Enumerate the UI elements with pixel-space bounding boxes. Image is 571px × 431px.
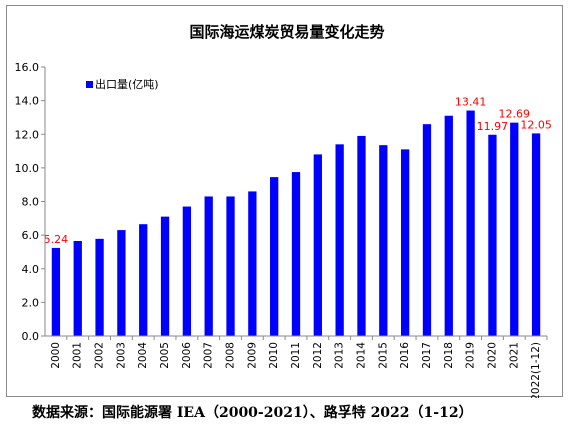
bar (488, 134, 497, 336)
x-tick-label: 2000 (50, 342, 62, 369)
x-tick-label: 2001 (72, 342, 84, 369)
y-tick-label: 10.0 (15, 162, 40, 175)
y-tick-label: 16.0 (15, 61, 40, 74)
legend-label: 出口量(亿吨) (95, 77, 159, 91)
bar (400, 149, 410, 336)
y-tick-label: 0.0 (22, 330, 40, 343)
bar (531, 133, 541, 336)
x-tick-label: 2008 (225, 342, 237, 369)
x-tick-label: 2013 (334, 342, 346, 369)
x-tick-label: 2002 (94, 342, 106, 369)
bar (510, 122, 519, 336)
x-tick-label: 2019 (465, 342, 477, 369)
data-label: 11.97 (477, 120, 509, 133)
x-tick-label: 2003 (115, 342, 127, 369)
chart-frame: 国际海运煤炭贸易量变化走势 出口量(亿吨) 0.0 2.0 4.0 6.0 8.0 10.… (6, 5, 563, 398)
x-axis-ticks: 2000 2001 2002 2003 2004 2005 2006 2007 2008 2009… (50, 336, 548, 398)
bar (335, 144, 344, 336)
data-label: 13.41 (455, 96, 487, 109)
x-tick-label: 2009 (246, 342, 258, 369)
bar (270, 177, 279, 336)
data-label: 12.69 (499, 108, 531, 121)
bar (248, 191, 257, 336)
bar (182, 206, 192, 336)
x-tick-label: 2020 (486, 342, 498, 369)
x-tick-label: 2004 (137, 342, 149, 369)
bar (357, 135, 366, 336)
legend: 出口量(亿吨) (86, 77, 159, 91)
y-tick-label: 12.0 (15, 128, 40, 141)
y-tick-label: 8.0 (22, 196, 40, 209)
bar (117, 230, 126, 336)
x-tick-label: 2022(1-12) (530, 342, 542, 398)
bar (466, 110, 475, 336)
x-tick-label: 2017 (421, 342, 433, 369)
x-tick-label: 2014 (355, 342, 367, 369)
x-tick-label: 2015 (377, 342, 389, 369)
y-tick-label: 2.0 (22, 296, 40, 309)
x-tick-label: 2016 (399, 342, 411, 369)
bar (204, 196, 213, 336)
x-tick-label: 2021 (508, 342, 520, 369)
bar (95, 238, 104, 336)
bar (139, 224, 148, 336)
x-tick-label: 2006 (181, 342, 193, 369)
x-tick-label: 2007 (203, 342, 215, 369)
y-axis-ticks: 0.0 2.0 4.0 6.0 8.0 10.0 12.0 14.0 16.0 (15, 61, 45, 343)
bar (291, 172, 301, 336)
x-tick-label: 2010 (268, 342, 280, 369)
y-tick-label: 14.0 (15, 95, 40, 108)
bar (422, 124, 432, 336)
y-tick-label: 6.0 (22, 229, 40, 242)
x-tick-label: 2005 (159, 342, 171, 369)
data-label: 12.05 (520, 118, 552, 131)
data-label: 5.24 (44, 233, 69, 246)
source-note: 数据来源：国际能源署 IEA（2000-2021）、路孚特 2022（1-12） (32, 405, 473, 421)
bars (51, 110, 541, 336)
bar (226, 196, 235, 336)
legend-swatch (86, 81, 93, 88)
bar (73, 241, 82, 336)
bar (160, 216, 170, 336)
x-tick-label: 2011 (290, 342, 302, 369)
bar (51, 247, 61, 336)
bar (379, 145, 388, 336)
bar-chart: 国际海运煤炭贸易量变化走势 出口量(亿吨) 0.0 2.0 4.0 6.0 8.0 10.… (15, 23, 552, 398)
bar (444, 115, 453, 336)
x-tick-label: 2018 (443, 342, 455, 369)
y-tick-label: 4.0 (22, 263, 40, 276)
bar (313, 154, 322, 336)
x-tick-label: 2012 (312, 342, 324, 369)
chart-title: 国际海运煤炭贸易量变化走势 (189, 23, 384, 41)
